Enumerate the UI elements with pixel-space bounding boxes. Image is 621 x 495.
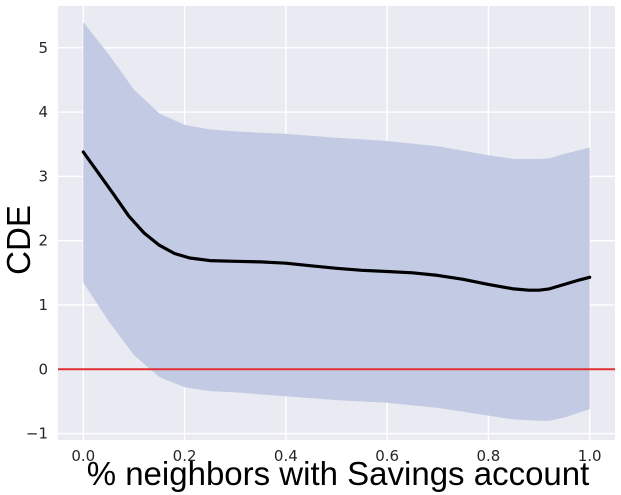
x-tick-label: 0.8 [476, 447, 500, 465]
x-axis-ticks: 0.0 0.2 0.4 0.6 0.8 1.0 [71, 447, 601, 465]
y-axis-title: CDE [0, 205, 37, 275]
cde-line [81, 150, 592, 292]
x-axis-title: % neighbors with Savings account [87, 455, 590, 492]
y-tick-label: 3 [38, 167, 48, 185]
confidence-band [83, 22, 590, 421]
x-tick-label: 0.6 [375, 447, 399, 465]
x-tick-label: 1.0 [578, 447, 602, 465]
y-tick-label: −1 [26, 425, 48, 443]
y-tick-label: 5 [38, 39, 48, 57]
y-tick-label: 0 [38, 360, 48, 378]
x-tick-label: 0.2 [173, 447, 197, 465]
y-tick-label: 4 [38, 103, 48, 121]
y-axis-ticks: −1 0 1 2 3 4 5 [26, 39, 48, 443]
y-tick-label: 2 [38, 232, 48, 250]
x-tick-label: 0.0 [71, 447, 95, 465]
y-tick-label: 1 [38, 296, 48, 314]
x-tick-label: 0.4 [274, 447, 298, 465]
